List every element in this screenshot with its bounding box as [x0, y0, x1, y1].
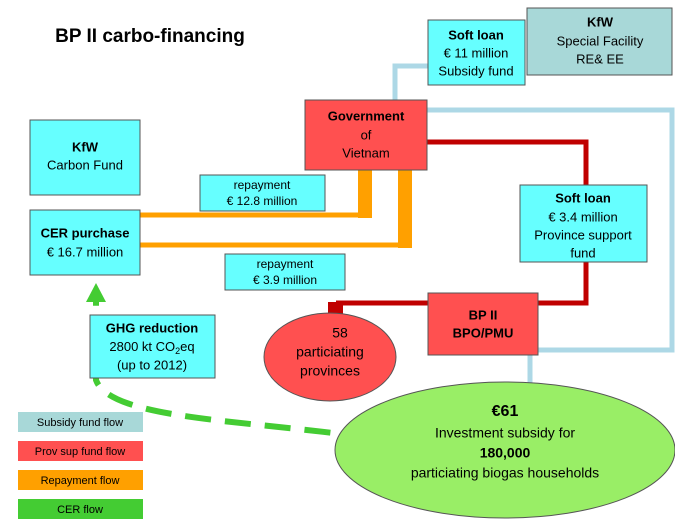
- label: Investment subsidy for: [435, 425, 575, 441]
- label: € 12.8 million: [227, 194, 298, 208]
- ellipse: [334, 381, 675, 519]
- label: repayment: [257, 257, 314, 271]
- label: 58: [332, 325, 348, 341]
- cer-flow: [93, 300, 371, 441]
- label: repayment: [234, 178, 291, 192]
- label: € 3.9 million: [253, 273, 317, 287]
- label: GHG reduction: [106, 320, 199, 335]
- box: [427, 19, 526, 86]
- label: BP II: [469, 307, 498, 322]
- arrow: [86, 283, 106, 302]
- label: 2800 kt CO: [109, 339, 175, 354]
- box: [224, 253, 346, 291]
- legend-swatch: [18, 470, 143, 490]
- box: [304, 99, 428, 171]
- box: [526, 7, 673, 76]
- box: [519, 184, 648, 263]
- box: [29, 209, 141, 276]
- subscript: 2: [175, 346, 180, 356]
- title: BP II carbo-financing: [55, 26, 245, 47]
- label: KfW: [587, 14, 614, 29]
- subsidy-flow: [392, 63, 430, 100]
- label: particiating biogas households: [411, 465, 599, 481]
- repayment-flow: [398, 170, 412, 248]
- label: RE& EE: [576, 51, 624, 66]
- label: € 3.4 million: [548, 209, 617, 224]
- repayment-flow: [358, 170, 372, 218]
- legend-label: Repayment flow: [41, 475, 120, 487]
- label: KfW: [72, 139, 99, 154]
- box: [427, 292, 539, 356]
- label: Carbon Fund: [47, 157, 123, 172]
- legend-swatch: [18, 441, 143, 461]
- label: 180,000: [480, 445, 531, 461]
- label: of: [361, 127, 372, 142]
- label: BPO/PMU: [453, 325, 514, 340]
- label: 2800 kt CO2eq: [109, 339, 194, 356]
- label: Soft loan: [448, 27, 504, 42]
- subsidy-flow: [427, 107, 675, 385]
- label: Vietnam: [342, 145, 389, 160]
- legend-label: CER flow: [57, 504, 103, 516]
- prov-flow: [427, 139, 589, 187]
- legend-swatch: [18, 412, 143, 432]
- label: eq: [180, 339, 194, 354]
- label: Special Facility: [557, 33, 644, 48]
- label: € 11 million: [444, 45, 509, 60]
- label: CER purchase: [41, 225, 130, 240]
- legend-label: Subsidy fund flow: [37, 417, 123, 429]
- label: Soft loan: [555, 190, 611, 205]
- label: Province support: [534, 227, 632, 242]
- label: € 16.7 million: [47, 244, 124, 259]
- box: [199, 174, 326, 212]
- ellipse: [263, 312, 397, 402]
- box: [89, 314, 216, 379]
- prov-flow: [336, 262, 589, 306]
- label: fund: [570, 245, 595, 260]
- legend-label: Prov sup fund flow: [35, 446, 126, 458]
- box: [29, 119, 141, 196]
- label: €61: [492, 403, 519, 420]
- label: (up to 2012): [117, 357, 187, 372]
- legend-swatch: [18, 499, 143, 519]
- label: Government: [328, 108, 405, 123]
- label: Subsidy fund: [438, 63, 513, 78]
- label: provinces: [300, 363, 360, 379]
- label: particiating: [296, 344, 364, 360]
